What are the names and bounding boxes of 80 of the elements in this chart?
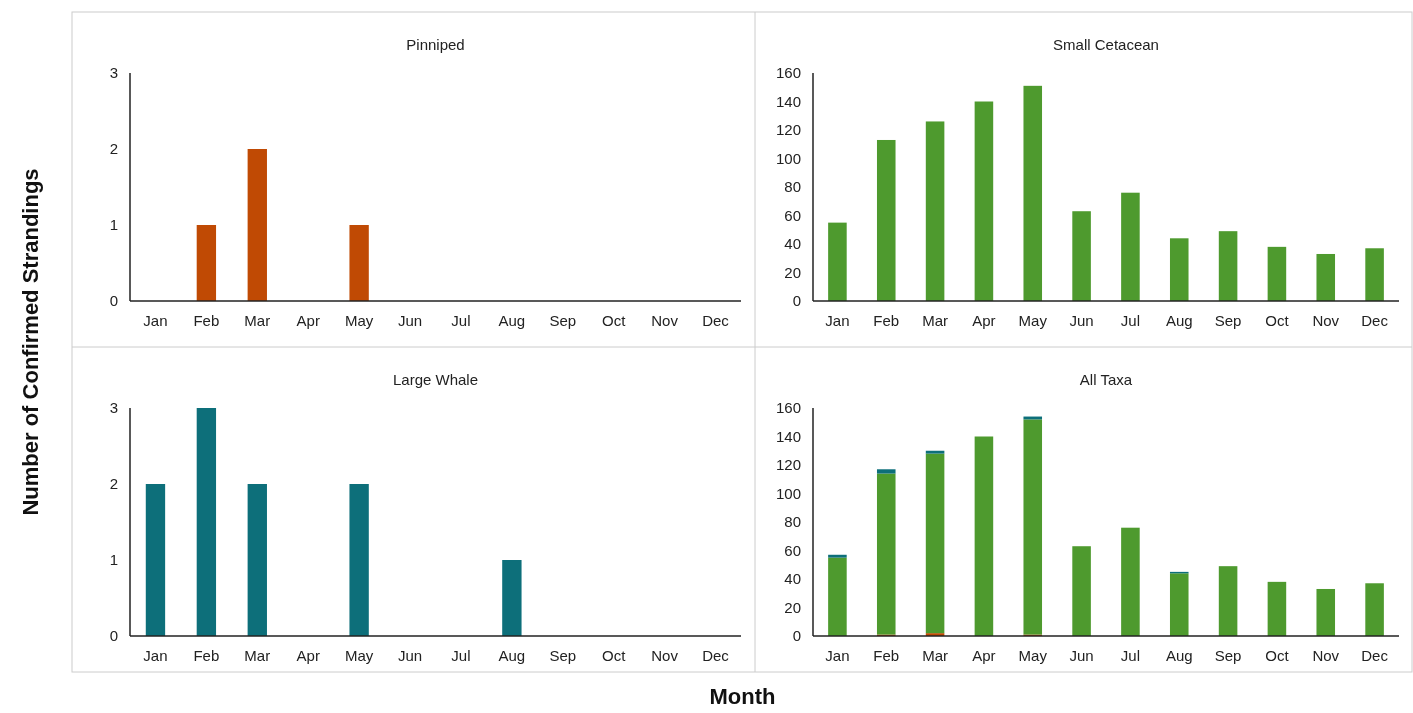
x-tick-label: Oct: [1265, 312, 1290, 329]
x-tick-label: Apr: [972, 647, 996, 664]
y-tick-label: 20: [784, 263, 801, 281]
x-tick-label: Jun: [1069, 647, 1094, 664]
y-tick-label: 1: [109, 551, 118, 569]
y-tick-label: 0: [109, 627, 118, 645]
x-axis-title: Month: [709, 684, 776, 709]
x-tick-label: Sep: [549, 647, 577, 664]
x-tick-label: Aug: [498, 647, 526, 664]
x-tick-label: Feb: [193, 312, 220, 329]
x-tick-label: Jul: [451, 647, 471, 664]
x-tick-label: Jan: [143, 647, 168, 664]
x-tick-label: Sep: [549, 312, 577, 329]
x-tick-label: Oct: [602, 312, 627, 329]
y-tick-label: 120: [775, 121, 801, 139]
y-tick-label: 40: [784, 235, 801, 253]
x-tick-label: Apr: [972, 312, 996, 329]
x-tick-label: Dec: [1361, 647, 1389, 664]
y-axis-title: Number of Confirmed Strandings: [18, 168, 43, 516]
y-tick-label: 2: [109, 140, 118, 158]
x-tick-label: Sep: [1214, 312, 1242, 329]
x-tick-label: Nov: [1312, 312, 1340, 329]
x-tick-label: Apr: [296, 312, 320, 329]
x-tick-label: Jan: [825, 647, 850, 664]
x-tick-label: Aug: [498, 312, 526, 329]
y-tick-label: 40: [784, 570, 801, 588]
y-tick-label: 20: [784, 598, 801, 616]
chart-title: Pinniped: [406, 36, 465, 53]
x-tick-label: Jun: [397, 312, 423, 329]
x-tick-label: May: [1018, 647, 1048, 664]
x-tick-label: Jul: [1120, 647, 1141, 664]
x-tick-label: Mar: [244, 312, 271, 329]
y-tick-label: 0: [792, 627, 801, 645]
y-tick-label: 0: [109, 292, 118, 310]
x-tick-label: Jun: [397, 647, 423, 664]
y-tick-label: 0: [792, 292, 801, 310]
y-tick-label: 140: [775, 92, 801, 110]
x-tick-label: Oct: [602, 647, 627, 664]
x-tick-label: Nov: [651, 312, 679, 329]
x-tick-label: Mar: [922, 647, 949, 664]
y-tick-label: 160: [775, 64, 801, 82]
x-tick-label: Jun: [1069, 312, 1094, 329]
x-tick-label: Aug: [1165, 647, 1193, 664]
x-tick-label: Nov: [651, 647, 679, 664]
y-tick-label: 60: [784, 206, 801, 224]
x-tick-label: Oct: [1265, 647, 1290, 664]
x-tick-label: Feb: [873, 647, 900, 664]
x-tick-label: Feb: [873, 312, 900, 329]
chart-title: Small Cetacean: [1053, 36, 1159, 53]
y-tick-label: 80: [784, 178, 801, 196]
x-tick-label: May: [1018, 312, 1048, 329]
x-tick-label: Jul: [451, 312, 471, 329]
x-tick-label: Mar: [244, 647, 271, 664]
y-tick-label: 2: [109, 475, 118, 493]
y-tick-label: 3: [109, 64, 118, 82]
y-tick-label: 160: [775, 399, 801, 417]
x-tick-label: Dec: [1361, 312, 1389, 329]
y-tick-label: 3: [109, 399, 118, 417]
y-tick-label: 100: [775, 149, 801, 167]
y-tick-label: 1: [109, 216, 118, 234]
y-tick-label: 100: [775, 484, 801, 502]
x-tick-label: Jul: [1120, 312, 1141, 329]
y-tick-label: 120: [775, 456, 801, 474]
x-tick-label: Nov: [1312, 647, 1340, 664]
x-tick-label: Apr: [296, 647, 320, 664]
chart-title: Large Whale: [392, 371, 479, 388]
x-tick-label: May: [344, 312, 374, 329]
x-tick-label: May: [344, 647, 374, 664]
x-tick-label: Jan: [825, 312, 850, 329]
x-tick-label: Aug: [1165, 312, 1193, 329]
y-tick-label: 140: [775, 427, 801, 445]
x-tick-label: Jan: [143, 312, 168, 329]
x-tick-label: Sep: [1214, 647, 1242, 664]
x-tick-label: Mar: [922, 312, 949, 329]
x-tick-label: Feb: [193, 647, 220, 664]
y-tick-label: 80: [784, 513, 801, 531]
chart-title: All Taxa: [1079, 371, 1133, 388]
x-tick-label: Dec: [702, 312, 730, 329]
x-tick-label: Dec: [702, 647, 730, 664]
y-tick-label: 60: [784, 541, 801, 559]
